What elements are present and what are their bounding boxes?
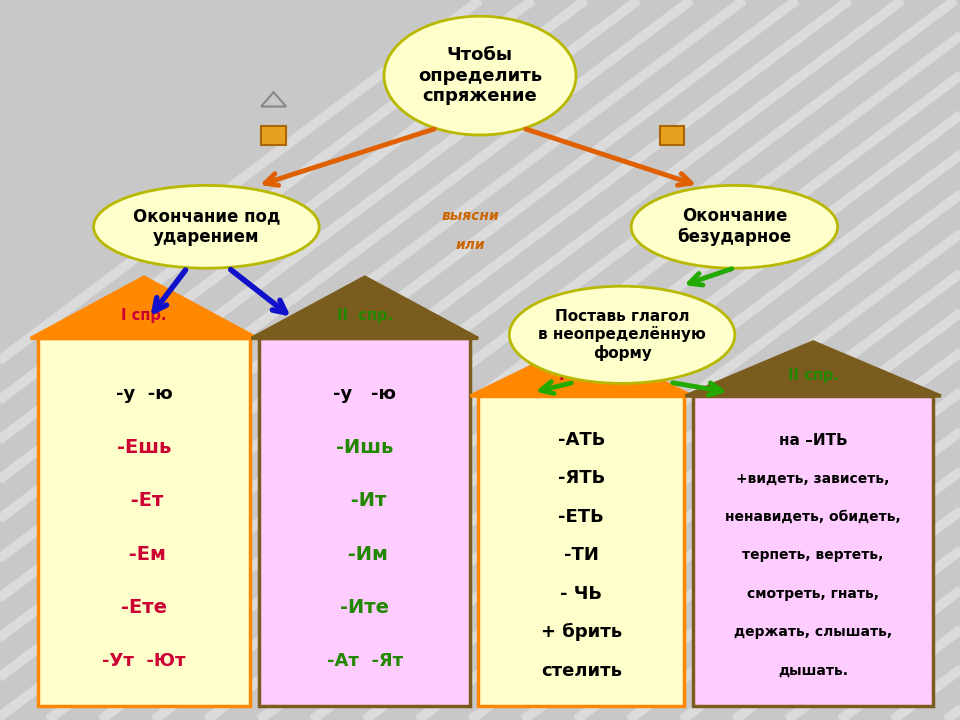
Text: Поставь глагол
в неопределённую
форму: Поставь глагол в неопределённую форму <box>539 309 706 361</box>
Text: -Ит: -Ит <box>344 491 386 510</box>
Text: II  спр.: II спр. <box>337 307 393 323</box>
Text: держать, слышать,: держать, слышать, <box>734 626 892 639</box>
FancyBboxPatch shape <box>693 396 933 706</box>
Text: -у   -ю: -у -ю <box>333 385 396 403</box>
Text: дышать.: дышать. <box>779 664 848 678</box>
Text: +видеть, зависеть,: +видеть, зависеть, <box>736 472 890 485</box>
FancyBboxPatch shape <box>259 338 470 706</box>
Text: -у  -ю: -у -ю <box>115 385 173 403</box>
Ellipse shape <box>384 17 576 135</box>
Text: - ЧЬ: - ЧЬ <box>561 585 602 603</box>
Text: на –ИТЬ: на –ИТЬ <box>779 433 848 448</box>
Text: I спр.: I спр. <box>559 368 604 383</box>
Text: -АТЬ: -АТЬ <box>558 431 605 449</box>
Text: -Ите: -Ите <box>340 598 390 617</box>
Ellipse shape <box>509 287 735 383</box>
Polygon shape <box>685 342 941 396</box>
Bar <box>261 126 286 145</box>
Text: -Ет: -Ет <box>124 491 164 510</box>
Ellipse shape <box>631 185 837 269</box>
Text: -Ем: -Ем <box>122 544 166 564</box>
Text: смотреть, гнать,: смотреть, гнать, <box>747 587 879 601</box>
Text: + брить: + брить <box>540 624 622 642</box>
Ellipse shape <box>94 185 319 269</box>
Text: стелить: стелить <box>540 662 622 680</box>
Text: II спр.: II спр. <box>787 368 839 383</box>
Text: I спр.: I спр. <box>121 307 167 323</box>
Text: терпеть, вертеть,: терпеть, вертеть, <box>742 549 884 562</box>
Text: -Ат  -Ят: -Ат -Ят <box>326 652 403 670</box>
Text: или: или <box>456 238 485 252</box>
Text: выясни: выясни <box>442 209 499 223</box>
Text: -Ете: -Ете <box>121 598 167 617</box>
Polygon shape <box>31 277 257 338</box>
Bar <box>660 126 684 145</box>
FancyBboxPatch shape <box>478 396 684 706</box>
Polygon shape <box>470 342 692 396</box>
Text: -Ут  -Ют: -Ут -Ют <box>103 652 185 670</box>
Text: ненавидеть, обидеть,: ненавидеть, обидеть, <box>725 510 901 524</box>
Text: Окончание
безударное: Окончание безударное <box>678 207 791 246</box>
FancyBboxPatch shape <box>38 338 250 706</box>
Text: -ТИ: -ТИ <box>564 546 599 564</box>
Text: -ЯТЬ: -ЯТЬ <box>558 469 605 487</box>
Text: -Им: -Им <box>342 544 388 564</box>
Text: Окончание под
ударением: Окончание под ударением <box>132 207 280 246</box>
Text: -Ешь: -Ешь <box>117 438 171 457</box>
Text: -ЕТЬ: -ЕТЬ <box>559 508 604 526</box>
Text: -Ишь: -Ишь <box>336 438 394 457</box>
Text: Чтобы
определить
спряжение: Чтобы определить спряжение <box>418 46 542 105</box>
Polygon shape <box>252 277 478 338</box>
